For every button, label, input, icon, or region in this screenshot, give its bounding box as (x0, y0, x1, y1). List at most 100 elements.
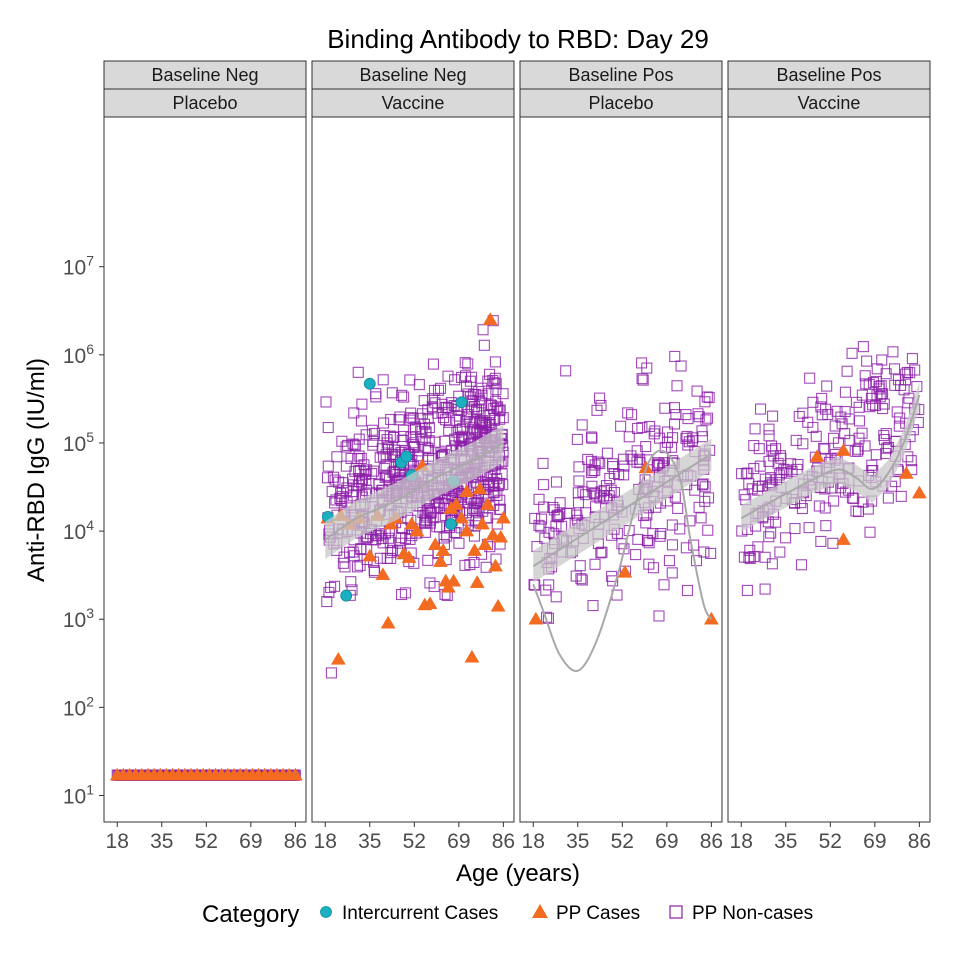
point-noncase (355, 415, 367, 427)
point-noncase (696, 425, 708, 437)
point-noncase (844, 434, 856, 446)
point-noncase (483, 417, 495, 429)
point-noncase (351, 561, 363, 573)
point-noncase (899, 374, 912, 386)
x-tick-label: 18 (106, 830, 129, 853)
point-noncase (766, 558, 778, 570)
point-noncase (414, 412, 426, 424)
point-noncase (398, 391, 410, 403)
point-noncase (816, 409, 828, 421)
point-noncase (468, 415, 480, 428)
point-noncase (386, 387, 398, 399)
point-noncase (355, 543, 367, 555)
point-noncase (870, 449, 882, 461)
point-noncase (695, 512, 707, 524)
point-noncase (640, 440, 652, 453)
point-noncase (693, 501, 705, 513)
point-noncase (702, 412, 714, 424)
point-noncase (399, 587, 411, 599)
point-noncase (862, 503, 874, 515)
point-case (380, 615, 396, 629)
point-noncase (395, 588, 408, 601)
point-noncase (456, 423, 468, 435)
point-noncase (424, 577, 436, 589)
point-noncase (587, 600, 599, 612)
point-noncase (899, 368, 911, 380)
facet-panel-4: Baseline Pos Vaccine (727, 60, 931, 823)
point-noncase (906, 353, 918, 365)
point-noncase (428, 580, 440, 593)
point-case (330, 651, 346, 665)
point-noncase (655, 528, 667, 540)
point-noncase (585, 466, 598, 479)
x-tick-label: 52 (611, 830, 634, 853)
point-noncase (864, 401, 876, 413)
point-case (422, 596, 438, 609)
point-noncase (689, 484, 701, 496)
point-noncase (490, 378, 502, 390)
smooth-line (532, 449, 713, 673)
point-noncase (672, 502, 684, 514)
strip-bottom-bg (103, 88, 307, 118)
point-noncase (540, 584, 552, 596)
point-noncase (857, 341, 869, 353)
point-noncase (675, 360, 687, 372)
point-noncase (807, 421, 819, 434)
point-noncase (848, 492, 860, 505)
point-noncase (828, 495, 840, 507)
x-tick-label: 52 (195, 830, 218, 853)
point-noncase (331, 451, 343, 463)
point-noncase (480, 419, 492, 431)
point-noncase (839, 486, 851, 498)
point-noncase (572, 487, 584, 499)
y-tick-label: 106 (63, 341, 94, 368)
point-noncase (453, 537, 465, 549)
point-noncase (431, 521, 443, 533)
y-tick-label: 103 (63, 605, 94, 632)
strip-top-label: Baseline Pos (776, 65, 881, 85)
strip-top-bg (727, 60, 931, 90)
point-case (459, 484, 475, 497)
point-noncase (594, 392, 606, 404)
point-noncase (853, 401, 865, 413)
y-tick-label: 102 (63, 693, 94, 720)
point-case (404, 516, 420, 530)
point-noncase (420, 515, 432, 527)
point-noncase (340, 441, 352, 453)
point-noncase (397, 424, 409, 436)
point-noncase (322, 460, 334, 472)
point-case (490, 598, 506, 612)
point-noncase (497, 479, 509, 491)
point-noncase (587, 465, 599, 477)
legend-label: PP Cases (556, 903, 640, 924)
point-noncase (871, 363, 883, 375)
point-noncase (889, 379, 901, 391)
point-noncase (880, 447, 892, 460)
point-noncase (615, 420, 627, 432)
point-noncase (859, 440, 871, 452)
point-noncase (877, 403, 889, 415)
x-tick-label: 35 (566, 830, 589, 853)
x-tick-label: 69 (655, 830, 678, 853)
point-noncase (537, 479, 550, 491)
point-noncase (476, 382, 488, 394)
point-noncase (821, 380, 833, 392)
point-noncase (575, 573, 587, 585)
point-noncase (573, 475, 585, 487)
point-noncase (819, 502, 831, 514)
point-intercurrent (455, 396, 468, 409)
strip-bottom-label: Placebo (172, 93, 237, 113)
facet-panel-2: Baseline Neg Vaccine (311, 60, 515, 823)
point-noncase (763, 430, 775, 442)
point-noncase (438, 532, 450, 544)
point-noncase (687, 432, 699, 444)
point-noncase (378, 430, 390, 442)
point-noncase (803, 522, 815, 534)
point-noncase (668, 418, 681, 430)
point-noncase (658, 579, 670, 591)
panel-border (311, 116, 515, 823)
point-noncase (329, 474, 341, 486)
point-intercurrent (363, 377, 376, 390)
point-noncase (697, 478, 709, 490)
y-tick-label: 104 (63, 517, 94, 544)
